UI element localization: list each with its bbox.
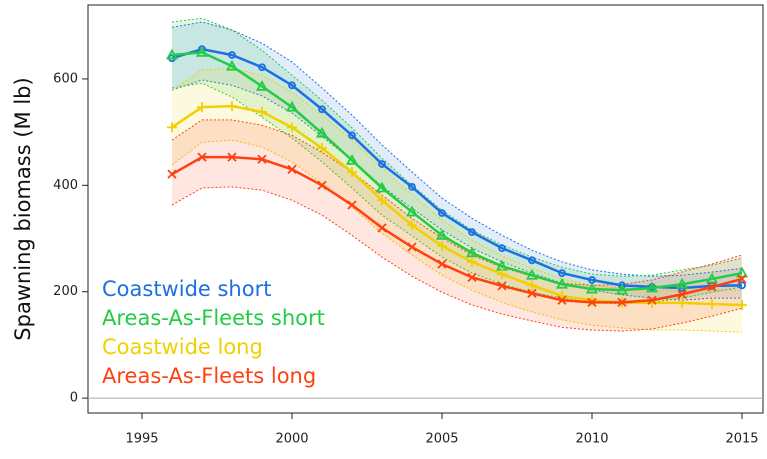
marker (497, 269, 507, 280)
marker (405, 205, 419, 217)
marker (197, 102, 207, 113)
marker (407, 242, 417, 252)
marker (288, 81, 296, 90)
marker (408, 183, 416, 191)
legend-label: Areas-As-Fleets long (102, 364, 316, 388)
marker (287, 164, 297, 175)
marker (225, 59, 239, 71)
band-edge (171, 17, 743, 277)
marker (378, 160, 386, 168)
marker (498, 244, 506, 252)
marker (377, 223, 387, 233)
band-edge (171, 139, 743, 333)
marker (435, 228, 449, 240)
marker (255, 80, 269, 91)
band-edge (171, 186, 743, 332)
marker (467, 272, 477, 282)
marker (317, 180, 327, 190)
x-tick-label: 1995 (125, 432, 158, 447)
band-edge (171, 21, 743, 277)
marker (317, 143, 327, 154)
y-tick-label: 0 (70, 391, 78, 406)
marker (587, 297, 597, 307)
y-tick-label: 600 (53, 71, 78, 86)
marker (737, 300, 747, 311)
marker (735, 266, 749, 278)
marker (228, 51, 236, 59)
marker (377, 195, 387, 206)
confidence-band (172, 18, 742, 304)
marker (165, 48, 179, 60)
x-tick-label: 2015 (725, 432, 758, 447)
band-edge (171, 119, 743, 286)
marker (707, 298, 717, 309)
marker (645, 281, 659, 293)
marker (528, 256, 536, 265)
marker (197, 152, 207, 162)
marker (465, 246, 479, 258)
legend-label: Coastwide short (102, 277, 271, 301)
marker (557, 295, 567, 305)
marker (167, 122, 177, 133)
band-edge (171, 79, 742, 301)
marker (737, 274, 747, 284)
series-line (171, 47, 743, 290)
marker (527, 280, 537, 291)
marker (618, 281, 626, 290)
plot-frame (87, 4, 764, 414)
confidence-band (172, 119, 742, 332)
confidence-band (172, 68, 742, 333)
marker (195, 46, 209, 57)
marker (525, 268, 539, 280)
marker (437, 259, 447, 269)
marker (438, 209, 446, 217)
marker (677, 297, 687, 308)
marker (467, 256, 477, 267)
marker (738, 281, 746, 290)
marker (285, 100, 299, 112)
marker (318, 105, 326, 114)
marker (347, 167, 357, 178)
marker (677, 289, 687, 300)
marker (375, 181, 389, 193)
marker (617, 297, 627, 307)
marker (497, 281, 507, 291)
marker (615, 283, 629, 295)
marker (257, 154, 267, 164)
confidence-band (172, 22, 742, 301)
marker (407, 220, 417, 231)
marker (345, 153, 359, 165)
marker (347, 200, 357, 210)
marker (555, 277, 569, 289)
band-edge (171, 67, 742, 291)
x-tick-label: 2005 (425, 432, 458, 447)
marker (257, 106, 267, 117)
marker (315, 126, 329, 138)
marker (647, 295, 657, 305)
marker (705, 272, 719, 284)
legend-label: Coastwide long (102, 335, 263, 359)
x-tick-label: 2010 (575, 432, 608, 447)
marker (558, 269, 566, 277)
marker (437, 240, 447, 251)
marker (258, 63, 266, 72)
marker (287, 122, 297, 133)
y-tick-label: 400 (53, 178, 78, 193)
marker (167, 169, 177, 179)
marker (227, 152, 237, 162)
y-axis-label: Spawning biomass (M lb) (11, 77, 35, 340)
y-tick-label: 200 (53, 284, 78, 299)
marker (707, 282, 717, 292)
marker (348, 131, 356, 140)
marker (468, 228, 476, 237)
series-line (171, 155, 743, 304)
marker (527, 288, 537, 298)
marker (675, 277, 689, 289)
marker (585, 282, 599, 294)
legend-label: Areas-As-Fleets short (102, 306, 325, 330)
x-tick-label: 2000 (275, 432, 308, 447)
marker (227, 101, 237, 112)
